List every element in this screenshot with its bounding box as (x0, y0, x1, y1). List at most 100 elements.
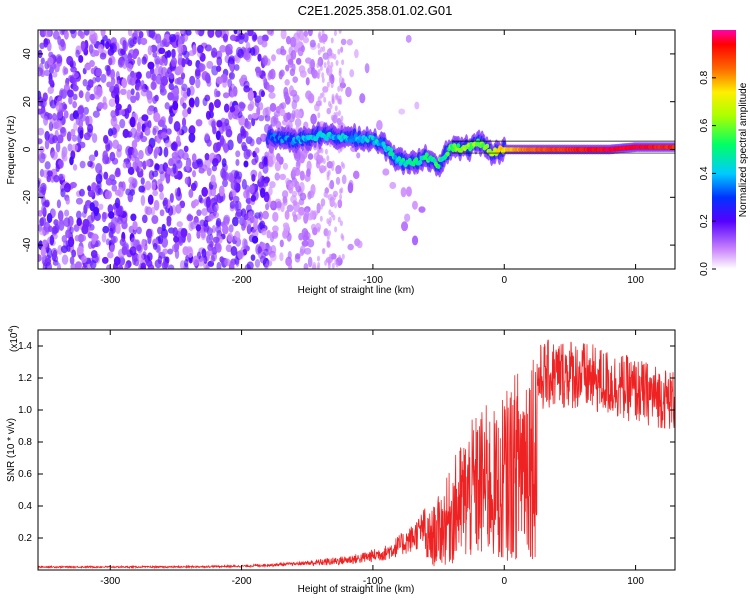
spectrogram-noise-cell (212, 157, 219, 167)
colorbar: 0.0 0.2 0.4 0.6 0.8 Normalized spectral ampl… (699, 30, 749, 276)
spectrogram-noise-cell (109, 151, 116, 162)
spectrogram-noise-cell (100, 73, 107, 84)
spectrogram-noise-cell (155, 73, 163, 85)
spectrogram-noise-cell (72, 84, 79, 92)
spectrogram-noise-cell (130, 237, 137, 249)
spectrogram-noise-cell (52, 30, 60, 40)
spectrogram-noise-cell (195, 119, 203, 127)
spectrogram-noise-cell (282, 229, 289, 238)
spectrogram-noise-cell (93, 50, 100, 57)
spectrogram-noise-cell (316, 265, 320, 269)
spectrogram-noise-cell (287, 58, 294, 65)
spectrogram-noise-cell (52, 113, 57, 121)
spectrogram-noise-cell (103, 134, 109, 144)
colorbar-tick-label: 0.8 (699, 70, 710, 84)
spectrogram-noise-cell (84, 63, 92, 71)
spectrogram-noise-cell (85, 91, 91, 103)
spectrogram-noise-cell (337, 110, 341, 117)
spectrogram-noise-cell (337, 200, 341, 207)
spectrogram-noise-cell (267, 245, 273, 256)
spectrogram-noise-cell (114, 197, 121, 209)
spectrogram-noise-cell (206, 250, 213, 257)
spectrogram-noise-cell (222, 33, 229, 43)
spectrogram-noise-cell (153, 162, 160, 172)
spectrogram-noise-cell (159, 55, 167, 67)
spectrogram-noise-cell (405, 186, 412, 197)
spectrogram-y-ticks: -40 -20 0 20 40 (22, 48, 675, 252)
spectrogram-noise-cell (249, 138, 255, 147)
spectrogram-noise-cell (271, 54, 276, 62)
spectrogram-noise-cell (140, 262, 147, 269)
spectrogram-noise-cell (330, 82, 334, 89)
spectrogram-noise-cell (204, 132, 210, 141)
spectrogram-noise-cell (41, 254, 48, 266)
spectrogram-noise-cell (147, 94, 153, 104)
spectrogram-noise-cell (103, 171, 109, 180)
snr-panel: -300 -200 -100 0 100 0.2 0.4 0.6 0.8 1.0 1.2 1.4 H… (6, 325, 676, 595)
spectrogram-noise-cell (39, 229, 46, 236)
spectrogram-noise-cell (212, 205, 217, 217)
spectrogram-noise-cell (198, 167, 205, 174)
spectrogram-noise-cell (333, 194, 337, 201)
spectrogram-noise-cell (76, 245, 84, 256)
spectrogram-noise-cell (87, 123, 94, 133)
spectrogram-noise-cell (340, 161, 344, 168)
spectrogram-noise-cell (324, 148, 328, 155)
spectrogram-noise-cell (215, 130, 221, 141)
spectrogram-noise-cell (159, 191, 164, 201)
spectrogram-noise-cell (71, 249, 77, 258)
spectrogram-noise-cell (105, 238, 111, 246)
spectrogram-noise-cell (107, 251, 114, 259)
spectrogram-noise-cell (57, 108, 63, 119)
spectrogram-noise-cell (285, 64, 290, 72)
spectrogram-noise-cell (232, 111, 239, 120)
spectrogram-noise-cell (323, 165, 327, 172)
spectrogram-noise-cell (128, 176, 136, 185)
spectrogram-noise-cell (185, 30, 192, 36)
spectrogram-ridge-core (485, 143, 490, 149)
spectrogram-noise-cell (112, 139, 120, 149)
spectrogram-noise-cell (188, 127, 194, 134)
spectrogram-noise-cell (269, 102, 277, 112)
spectrogram-noise-cell (286, 112, 292, 121)
spectrogram-noise-cell (294, 180, 300, 190)
spectrogram-noise-cell (326, 161, 330, 168)
spectrogram-noise-cell (243, 160, 249, 168)
spectrogram-noise-cell (41, 204, 46, 215)
spectrogram-noise-cell (327, 169, 331, 176)
spectrogram-noise-cell (174, 78, 181, 85)
spectrogram-noise-cell (259, 255, 267, 264)
spectrogram-noise-cell (418, 206, 426, 213)
spectrogram-noise-cell (289, 68, 296, 77)
spectrogram-noise-cell (97, 44, 104, 54)
spectrogram-noise-cell (87, 160, 93, 168)
spectrogram-noise-cell (258, 102, 264, 111)
spectrogram-noise-cell (301, 240, 309, 247)
spectrogram-noise-cell (38, 67, 44, 77)
spectrogram-noise-cell (52, 135, 58, 144)
spectrogram-noise-cell (140, 37, 148, 46)
spectrogram-noise-cell (186, 232, 192, 243)
spectrogram-noise-cell (40, 57, 45, 65)
spectrogram-noise-cell (73, 122, 78, 132)
spectrogram-noise-cell (140, 177, 145, 185)
spectrogram-noise-cell (404, 213, 411, 223)
spectrogram-noise-cell (212, 236, 220, 244)
spectrogram-noise-cell (304, 208, 310, 219)
spectrogram-noise-cell (85, 115, 90, 126)
spectrogram-noise-cell (251, 174, 256, 182)
spectrogram-noise-cell (232, 216, 239, 227)
spectrogram-noise-cell (243, 148, 251, 160)
spectrogram-noise-cell (299, 192, 307, 201)
spectrogram-noise-cell (287, 251, 292, 260)
spectrogram-noise-cell (204, 72, 211, 84)
spectrogram-noise-cell (293, 214, 298, 223)
spectrogram-noise-cell (250, 254, 256, 262)
spectrogram-noise-cell (246, 224, 252, 235)
spectrogram-noise-cell (93, 206, 99, 217)
spectrogram-noise-cell (174, 188, 179, 197)
spectrogram-noise-cell (285, 35, 292, 45)
spectrogram-noise-cell (120, 109, 126, 116)
spectrogram-noise-cell (195, 224, 202, 232)
